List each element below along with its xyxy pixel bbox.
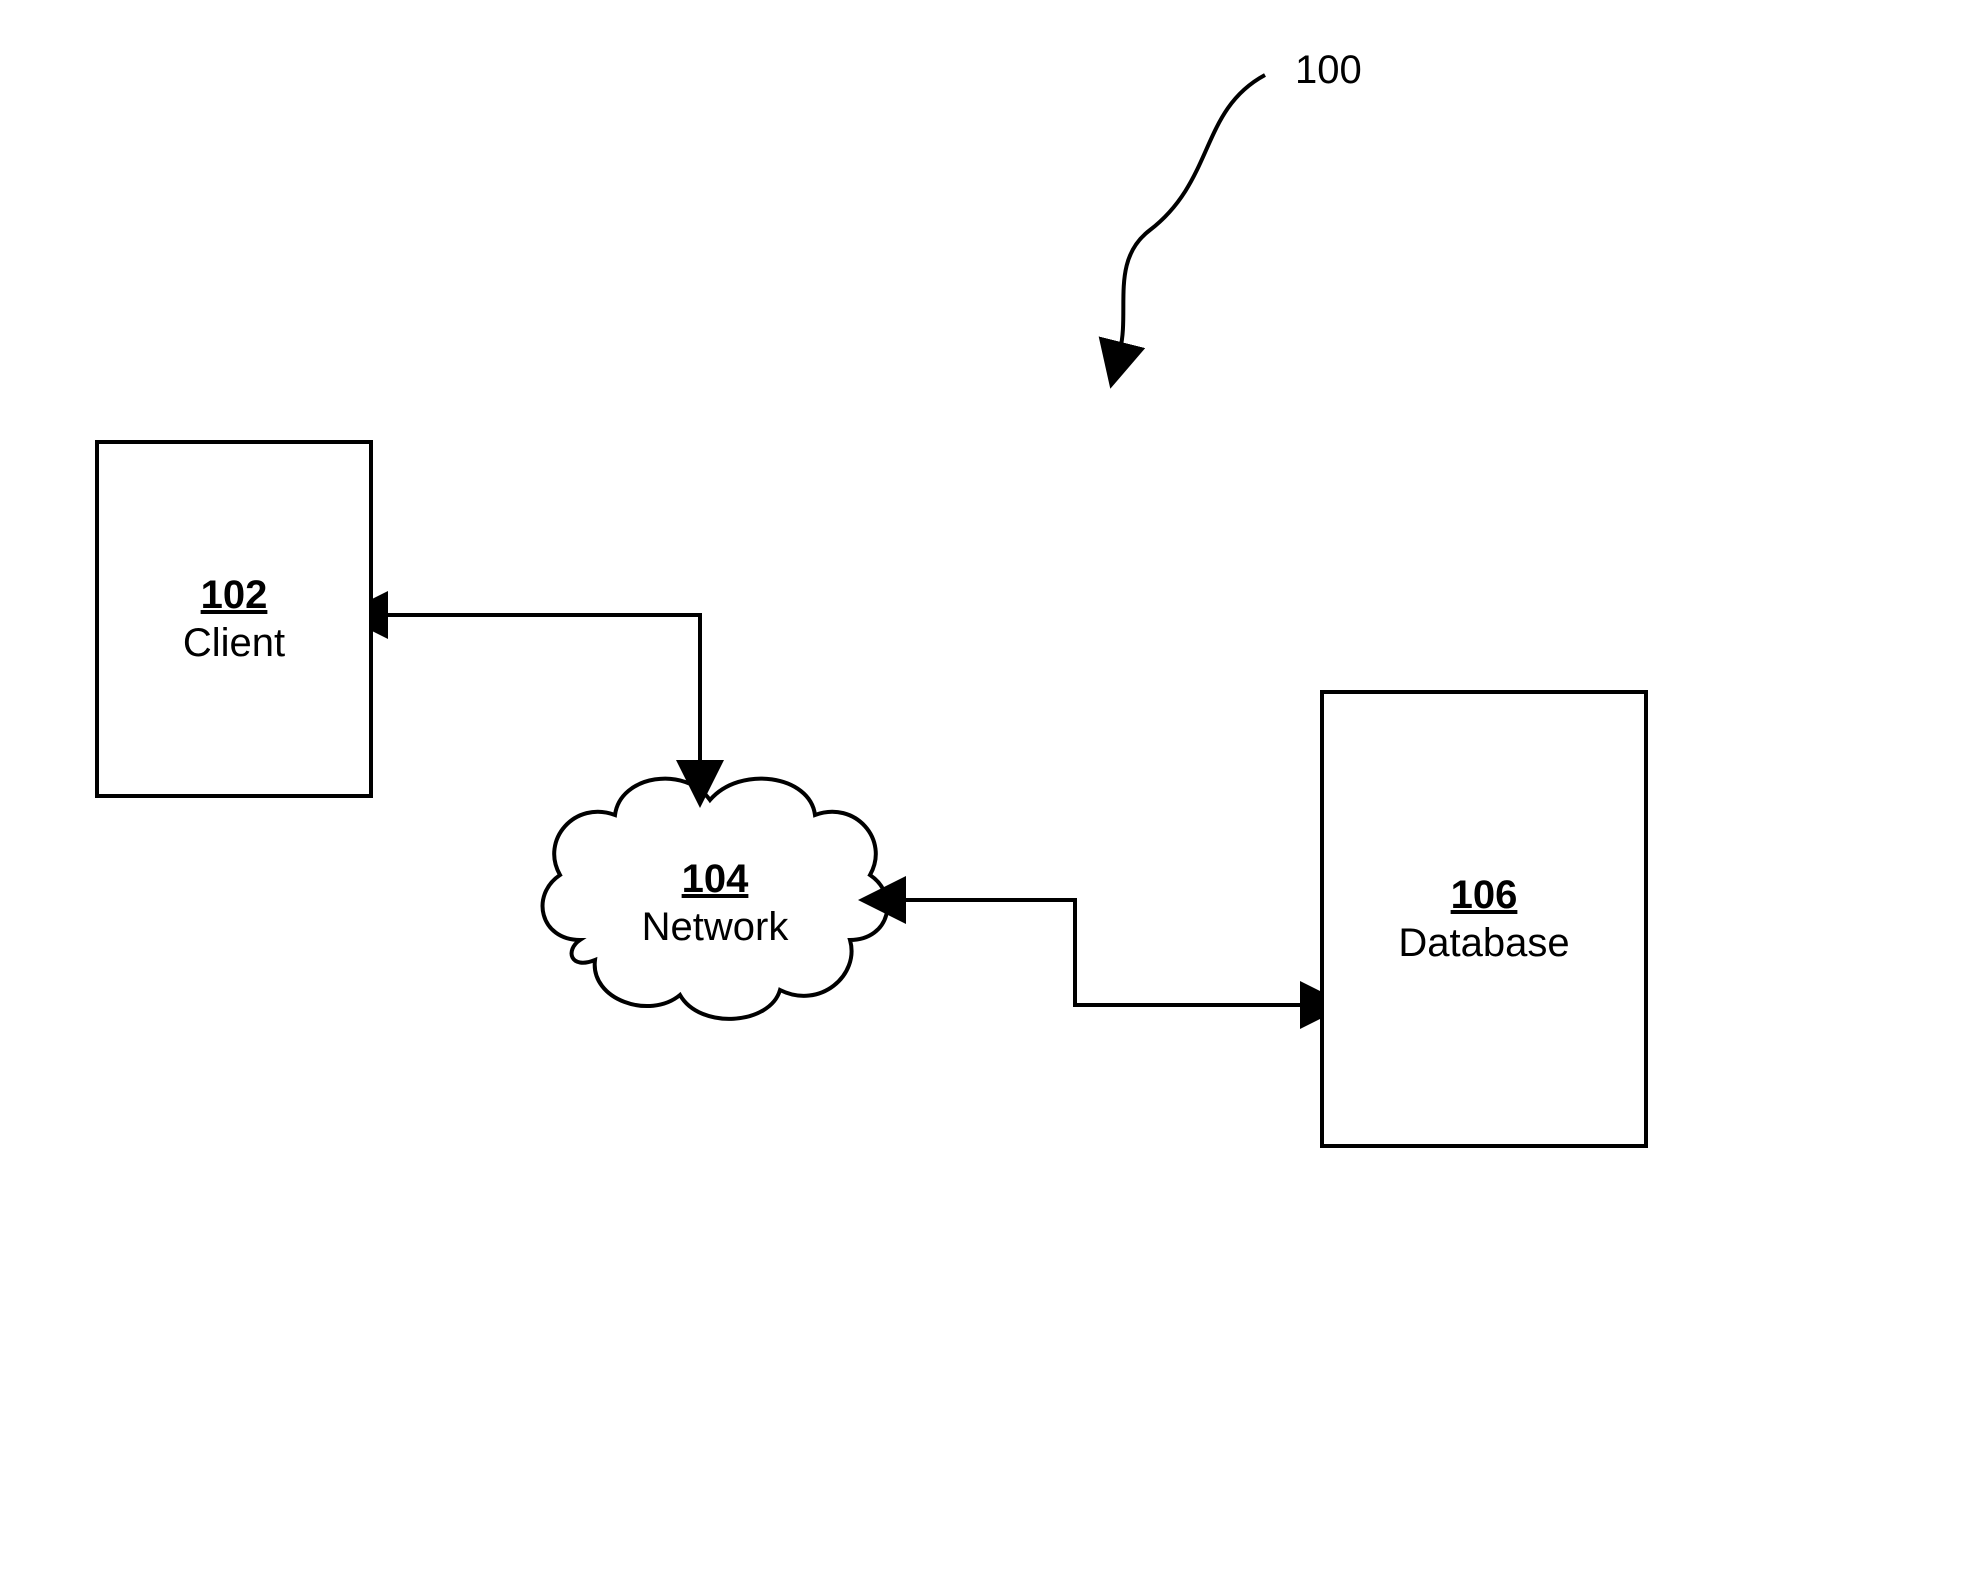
network-label: Network	[642, 905, 789, 949]
reference-label: 100	[1295, 48, 1362, 93]
edge-network-database	[898, 900, 1308, 1005]
diagram-canvas: 100 102 Client 104 Network 106 Database	[0, 0, 1978, 1581]
client-node: 102 Client	[95, 440, 373, 798]
database-id: 106	[1451, 871, 1518, 919]
client-id: 102	[201, 571, 268, 619]
network-node-label: 104 Network	[620, 855, 810, 951]
network-id: 104	[620, 855, 810, 903]
client-label: Client	[183, 619, 285, 667]
database-label: Database	[1398, 919, 1569, 967]
database-node: 106 Database	[1320, 690, 1648, 1148]
reference-arrow	[1120, 75, 1265, 350]
edge-client-network	[380, 615, 700, 768]
reference-text: 100	[1295, 48, 1362, 92]
